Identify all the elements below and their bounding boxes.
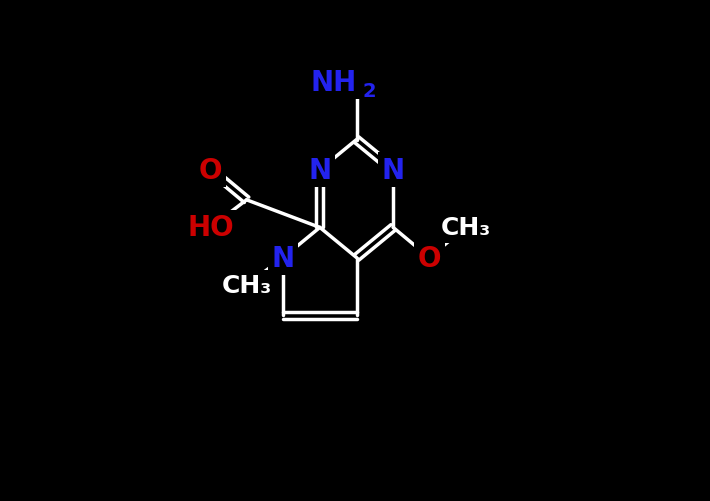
Text: CH₃: CH₃ [222,274,272,298]
Text: N: N [308,156,332,184]
Text: 2: 2 [362,82,376,101]
Text: O: O [199,156,222,184]
Text: HO: HO [187,214,234,242]
Text: N: N [381,156,405,184]
Text: NH: NH [310,69,356,97]
Text: N: N [272,244,295,272]
Text: CH₃: CH₃ [440,216,491,240]
Text: O: O [417,244,441,272]
